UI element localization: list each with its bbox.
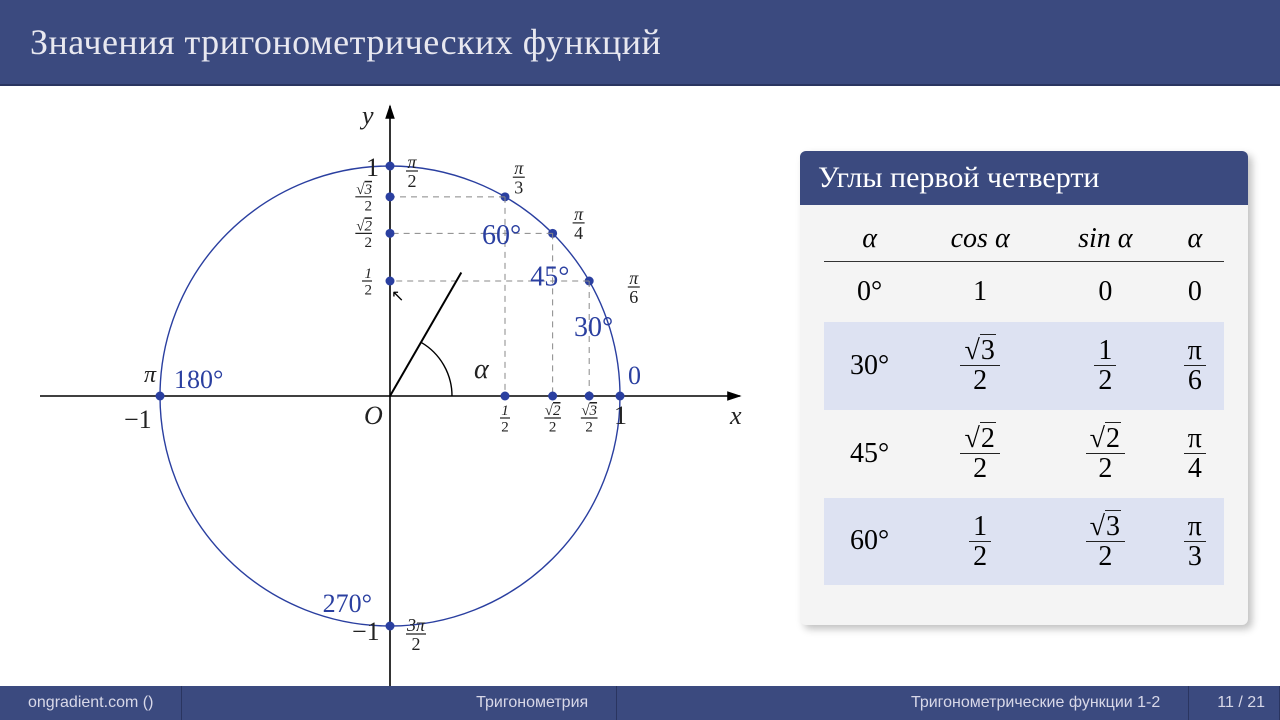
table-row: 0°100 xyxy=(824,262,1224,323)
svg-text:2: 2 xyxy=(549,420,557,436)
cell-cos: 12 xyxy=(915,498,1045,586)
svg-text:O: O xyxy=(364,401,383,430)
table-row: 45°√22√22π4 xyxy=(824,410,1224,498)
table-row: 30°√3212π6 xyxy=(824,322,1224,410)
cell-deg: 60° xyxy=(824,498,915,586)
col-cos: cos α xyxy=(915,217,1045,262)
col-sin: sin α xyxy=(1045,217,1166,262)
svg-text:2: 2 xyxy=(408,171,417,191)
cell-sin: 0 xyxy=(1045,262,1166,323)
footer-topic: Тригонометрические функции 1-2 xyxy=(883,686,1189,720)
table-header-row: α cos α sin α α xyxy=(824,217,1224,262)
svg-text:45°: 45° xyxy=(530,262,569,293)
slide-content: xyO01−11−1π23π2π180°270°30°45°60°π6π4π31… xyxy=(0,86,1280,686)
svg-text:π: π xyxy=(407,152,417,172)
svg-text:2: 2 xyxy=(365,198,373,214)
table-body: α cos α sin α α 0°10030°√3212π645°√22√22… xyxy=(800,205,1248,625)
svg-text:√3: √3 xyxy=(581,403,597,419)
col-alpha-rad: α xyxy=(1166,217,1224,262)
slide-header: Значения тригонометрических функций xyxy=(0,0,1280,86)
cell-rad: π6 xyxy=(1166,322,1224,410)
footer-section: Тригонометрия xyxy=(448,686,617,720)
svg-text:1: 1 xyxy=(366,153,379,182)
cell-deg: 0° xyxy=(824,262,915,323)
svg-text:2: 2 xyxy=(412,634,421,654)
slide-title: Значения тригонометрических функций xyxy=(30,21,661,63)
svg-text:−1: −1 xyxy=(124,405,152,434)
svg-text:1: 1 xyxy=(614,401,627,430)
svg-text:√3: √3 xyxy=(356,182,372,198)
svg-text:x: x xyxy=(729,401,742,430)
table-row: 60°12√32π3 xyxy=(824,498,1224,586)
cell-rad: π4 xyxy=(1166,410,1224,498)
svg-text:3: 3 xyxy=(514,177,523,197)
svg-text:0: 0 xyxy=(628,361,641,390)
svg-text:2: 2 xyxy=(365,235,373,251)
svg-text:2: 2 xyxy=(585,420,593,436)
svg-text:√2: √2 xyxy=(356,218,372,234)
cell-cos: 1 xyxy=(915,262,1045,323)
svg-text:y: y xyxy=(359,101,374,130)
cell-sin: √32 xyxy=(1045,498,1166,586)
svg-text:π: π xyxy=(574,204,584,224)
svg-text:180°: 180° xyxy=(174,365,223,394)
cell-deg: 45° xyxy=(824,410,915,498)
svg-text:4: 4 xyxy=(574,223,583,243)
trig-values-table: α cos α sin α α 0°10030°√3212π645°√22√22… xyxy=(824,217,1224,585)
svg-text:2: 2 xyxy=(365,283,373,299)
svg-text:α: α xyxy=(474,354,490,385)
svg-text:6: 6 xyxy=(629,287,638,307)
cell-rad: π3 xyxy=(1166,498,1224,586)
svg-text:60°: 60° xyxy=(482,220,521,251)
svg-text:270°: 270° xyxy=(323,589,372,618)
svg-text:2: 2 xyxy=(501,420,509,436)
angles-table-panel: Углы первой четверти α cos α sin α α 0°1… xyxy=(800,151,1248,625)
table-title: Углы первой четверти xyxy=(800,151,1248,205)
svg-text:π: π xyxy=(514,158,524,178)
svg-text:1: 1 xyxy=(365,266,373,282)
cell-deg: 30° xyxy=(824,322,915,410)
col-alpha-deg: α xyxy=(824,217,915,262)
svg-text:1: 1 xyxy=(501,403,509,419)
cell-sin: √22 xyxy=(1045,410,1166,498)
unit-circle-svg: xyO01−11−1π23π2π180°270°30°45°60°π6π4π31… xyxy=(0,86,780,686)
footer-author: ongradient.com () xyxy=(0,686,182,720)
svg-text:√2: √2 xyxy=(545,403,561,419)
svg-text:30°: 30° xyxy=(574,312,613,343)
cell-rad: 0 xyxy=(1166,262,1224,323)
cell-cos: √22 xyxy=(915,410,1045,498)
cell-cos: √32 xyxy=(915,322,1045,410)
slide-footer: ongradient.com () Тригонометрия Тригоном… xyxy=(0,686,1280,720)
footer-page: 11 / 21 xyxy=(1189,686,1280,720)
svg-text:π: π xyxy=(144,362,157,388)
svg-text:3π: 3π xyxy=(406,615,426,635)
svg-text:π: π xyxy=(629,268,639,288)
svg-text:−1: −1 xyxy=(352,617,380,646)
unit-circle-diagram: xyO01−11−1π23π2π180°270°30°45°60°π6π4π31… xyxy=(0,86,780,686)
cell-sin: 12 xyxy=(1045,322,1166,410)
